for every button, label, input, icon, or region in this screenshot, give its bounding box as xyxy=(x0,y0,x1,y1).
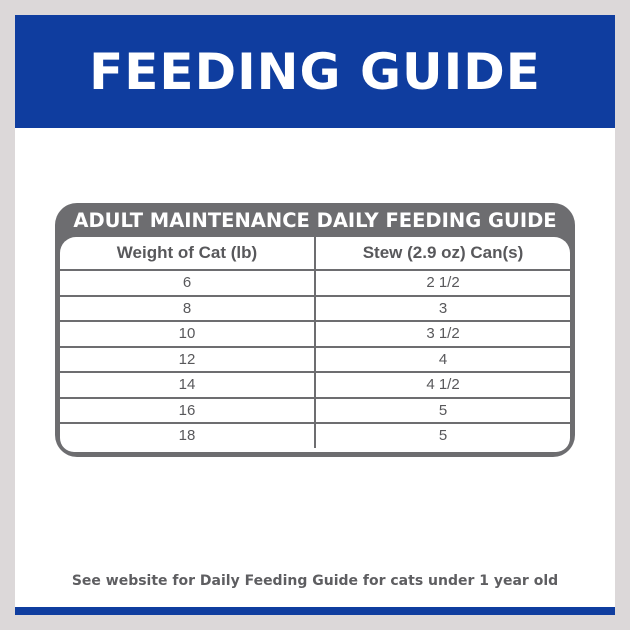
footer-note: See website for Daily Feeding Guide for … xyxy=(71,573,559,589)
weight-cell: 12 xyxy=(60,346,316,373)
weight-cell: 18 xyxy=(60,423,316,448)
table-title: ADULT MAINTENANCE DAILY FEEDING GUIDE xyxy=(73,209,557,232)
cans-cell: 4 xyxy=(315,346,570,373)
page-title: FEEDING GUIDE xyxy=(89,42,541,101)
cans-cell: 4 1/2 xyxy=(315,372,570,399)
header-banner: FEEDING GUIDE xyxy=(15,15,615,128)
weight-cell: 14 xyxy=(60,372,316,399)
table-row: 18 5 xyxy=(60,423,570,448)
table-row: 10 3 1/2 xyxy=(60,321,570,348)
cans-cell: 2 1/2 xyxy=(315,270,570,297)
table-row: 12 4 xyxy=(60,346,570,373)
weight-cell: 8 xyxy=(60,295,316,322)
cans-cell: 3 1/2 xyxy=(315,321,570,348)
bottom-bar xyxy=(15,607,615,615)
cans-cell: 3 xyxy=(315,295,570,322)
feeding-table: Weight of Cat (lb) Stew (2.9 oz) Can(s) … xyxy=(60,237,570,448)
weight-cell: 10 xyxy=(60,321,316,348)
column-header-weight: Weight of Cat (lb) xyxy=(60,237,316,271)
column-header-cans: Stew (2.9 oz) Can(s) xyxy=(315,237,570,271)
table-row: 14 4 1/2 xyxy=(60,372,570,399)
weight-cell: 6 xyxy=(60,270,316,297)
cans-cell: 5 xyxy=(315,397,570,424)
weight-cell: 16 xyxy=(60,397,316,424)
cans-cell: 5 xyxy=(438,427,448,445)
feeding-guide-panel: FEEDING GUIDE ADULT MAINTENANCE DAILY FE… xyxy=(15,15,615,615)
feeding-table-box: ADULT MAINTENANCE DAILY FEEDING GUIDE We… xyxy=(55,203,575,457)
table-row: 16 5 xyxy=(60,397,570,424)
